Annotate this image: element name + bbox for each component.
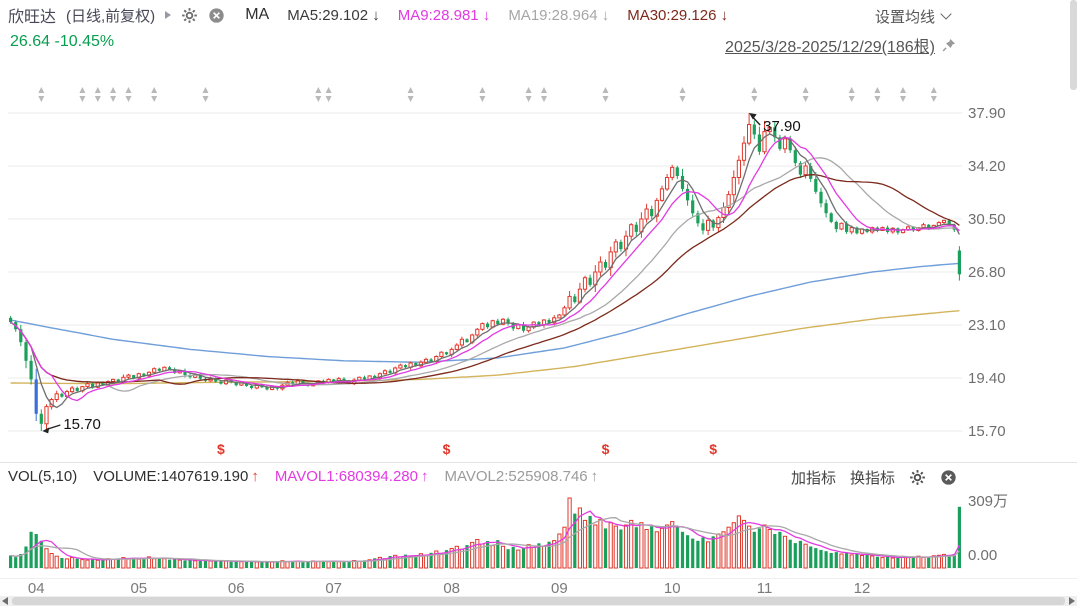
month-label: 12	[853, 580, 871, 597]
ma30-legend: MA30:29.126 ↓	[627, 6, 729, 24]
svg-text:$: $	[602, 441, 610, 457]
ma5-legend: MA5:29.102 ↓	[287, 6, 380, 24]
last-price-and-change: 26.64 -10.45%	[10, 33, 114, 51]
indicator-close-icon[interactable]	[940, 469, 957, 486]
volume-header: VOL(5,10) VOLUME:1407619.190 ↑ MAVOL1:68…	[0, 462, 1077, 490]
month-label: 08	[443, 580, 460, 597]
chart-period-label[interactable]: (日线,前复权)	[66, 7, 156, 25]
close-icon-svg	[209, 7, 224, 23]
horizontal-scrollbar[interactable]	[0, 596, 1077, 606]
vol-indicator-label[interactable]: VOL(5,10)	[8, 468, 78, 485]
change-percent: -10.45%	[54, 33, 115, 50]
svg-text:0.00: 0.00	[968, 547, 997, 564]
month-label: 07	[325, 580, 343, 597]
svg-text:37.90: 37.90	[968, 105, 1006, 122]
pin-icon-svg	[942, 38, 956, 52]
stock-name[interactable]: 欣旺达	[8, 9, 57, 26]
mavol2-text: MAVOL2:525908.746	[444, 468, 588, 485]
svg-text:309万: 309万	[968, 493, 1008, 510]
mavol2-arrow: ↑	[590, 468, 599, 485]
date-range-control[interactable]: 2025/3/28-2025/12/29(186根)	[725, 33, 957, 57]
time-axis: 04 05 06 07 08 09 10 11 12	[0, 578, 1077, 597]
add-indicator-button[interactable]: 加指标	[790, 469, 836, 487]
pin-icon[interactable]	[941, 37, 957, 53]
last-price: 26.64	[10, 33, 51, 50]
indicator-close-icon-svg	[941, 469, 956, 485]
indicator-gear-icon[interactable]	[909, 469, 926, 486]
svg-text:37.90: 37.90	[763, 118, 801, 135]
expand-arrow-icon[interactable]	[165, 11, 172, 19]
ma-group-label: MA	[245, 6, 270, 23]
volume-chart[interactable]: 309万 0.00	[0, 490, 1077, 578]
vertical-scrollbar[interactable]	[1070, 0, 1077, 90]
date-range-label[interactable]: 2025/3/28-2025/12/29(186根)	[725, 39, 935, 56]
mavol1-value: MAVOL1:680394.280 ↑	[275, 468, 429, 485]
scrollbar-thumb[interactable]	[12, 597, 1065, 605]
price-chart[interactable]: 37.90 34.20 30.50 26.80 23.10 19.40 15.70 $ $ $ $3…	[0, 60, 1077, 462]
svg-text:15.70: 15.70	[63, 416, 101, 433]
ma-settings-label: 设置均线	[874, 9, 935, 26]
svg-text:$: $	[217, 441, 225, 457]
svg-text:$: $	[443, 441, 451, 457]
gear-icon-svg	[182, 7, 198, 23]
svg-text:26.80: 26.80	[968, 264, 1006, 281]
gear-icon[interactable]	[181, 7, 198, 24]
chart-header: 欣旺达 (日线,前复权) MA MA5:29.102 ↓ MA9:28.981 …	[0, 0, 1077, 30]
ma-settings-button[interactable]: 设置均线	[874, 6, 952, 27]
svg-text:23.10: 23.10	[968, 317, 1006, 334]
switch-indicator-button[interactable]: 换指标	[849, 469, 895, 487]
month-label: 06	[227, 580, 245, 597]
svg-text:15.70: 15.70	[968, 423, 1006, 440]
month-label: 05	[130, 580, 148, 597]
volume-value-text: VOLUME:1407619.190	[93, 468, 249, 485]
svg-text:19.40: 19.40	[968, 370, 1006, 387]
ma9-legend: MA9:28.981 ↓	[397, 6, 491, 24]
close-icon[interactable]	[208, 7, 225, 24]
chart-subheader: 26.64 -10.45% 2025/3/28-2025/12/29(186根)	[0, 30, 1077, 56]
svg-text:$: $	[709, 441, 717, 457]
ma19-legend: MA19:28.964 ↓	[508, 6, 610, 24]
mavol1-text: MAVOL1:680394.280	[274, 468, 418, 485]
chevron-down-icon	[940, 8, 952, 20]
volume-value: VOLUME:1407619.190 ↑	[93, 468, 259, 485]
scroll-right-arrow-icon[interactable]	[1069, 597, 1075, 605]
scroll-left-arrow-icon[interactable]	[2, 597, 8, 605]
volume-up-arrow: ↑	[251, 468, 259, 485]
month-label: 10	[663, 580, 681, 597]
month-label: 04	[27, 580, 45, 597]
month-label: 11	[756, 580, 773, 597]
indicator-gear-icon-svg	[910, 469, 925, 485]
mavol1-arrow: ↑	[420, 468, 429, 485]
month-label: 09	[551, 580, 568, 597]
mavol2-value: MAVOL2:525908.746 ↑	[444, 468, 598, 485]
svg-text:30.50: 30.50	[968, 211, 1006, 228]
svg-text:34.20: 34.20	[968, 158, 1006, 175]
